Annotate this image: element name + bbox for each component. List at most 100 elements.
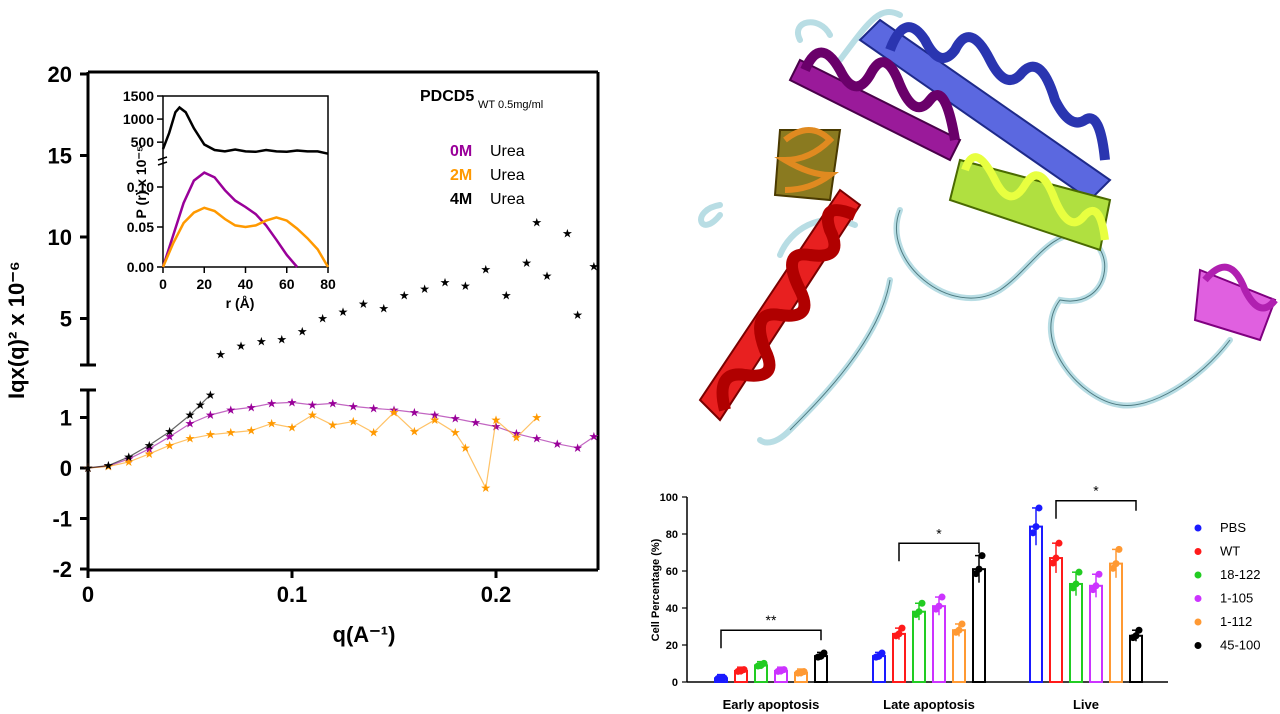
legend-swatch [1194,524,1202,532]
helix-olive [773,127,842,202]
kratky-point: ★ [521,256,532,270]
kratky-y-tick-label: 20 [48,62,72,87]
inset-line [161,171,299,268]
bar-series [714,504,1143,684]
legend-swatch [1194,595,1202,602]
significance-label: ** [766,612,777,628]
inset-y-tick-label: 0.05 [127,219,154,235]
kratky-y-tick-label: 10 [48,225,72,250]
legend-label: 1-112 [1220,614,1252,629]
kratky-point: ★ [256,334,267,348]
inset-y-tick-label: 0.10 [127,179,154,195]
kratky-y-label: Iqx(q)² x 10⁻⁶ [4,261,29,399]
legend-2m-word: Urea [490,167,525,184]
kratky-point: ★ [276,333,287,347]
helix-red [698,188,862,422]
kratky-point: ★ [562,227,573,241]
protein-structure [698,9,1278,446]
bar-point [898,624,906,632]
sample-annotation-sub: WT 0.5mg/ml [478,99,543,111]
legend-label: 1-105 [1220,591,1253,606]
apoptosis-chart: 0 20 40 60 80 100 Early apoptosis Late apoptos… [650,483,1260,712]
legend-swatch [1194,618,1202,626]
bar [1049,557,1063,683]
kratky-y-tick-label: 1 [60,406,72,431]
bar-point [935,602,943,610]
legend-swatch [1194,548,1202,555]
bar-category-label: Early apoptosis [723,697,820,712]
kratky-x-ticks: 0 0.1 0.2 [82,570,511,607]
coil-loops [698,9,1233,446]
bar-y-tick-label: 80 [666,529,678,541]
legend-4m-conc: 4M [450,191,472,208]
legend-label: PBS [1220,520,1246,535]
bar [1069,582,1083,684]
bar-y-tick-label: 0 [672,677,678,689]
inset-x-tick-label: 0 [159,276,167,292]
bar [1129,634,1143,683]
bar-legend: PBS WT 18-122 1-105 1-112 45-100 [1194,520,1260,653]
kratky-point: ★ [501,289,512,303]
kratky-y-tick-label: -1 [52,507,72,532]
bar-point [1112,560,1120,568]
bar [952,629,966,684]
significance-bracket [1055,499,1137,519]
legend-label: 45-100 [1220,638,1260,653]
inset-x-tick-label: 60 [279,276,295,292]
bar-point [958,620,966,628]
bar-point [915,608,923,616]
bar-y-tick-label: 100 [660,492,678,504]
bar-point [1029,529,1037,537]
kratky-x-label: q(A⁻¹) [333,622,396,647]
inset-y-tick-label: 1000 [123,111,154,127]
kratky-point: ★ [460,279,471,293]
bar-point [1032,523,1040,531]
inset-y-label: P (r) x 10⁻⁵ [133,146,149,219]
inset-x-tick-label: 80 [320,276,336,292]
bar-point [918,599,926,607]
bar-point [720,674,728,682]
kratky-points: ★ ★★★★★★ ★ ★ ★ ★ ★ ★ ★ ★ ★ ★ ★ ★ ★ ★★ ★ ★ ★★★ ★ ★★★ ★ ★ ★ ★★ ★★★ ★… [83,215,600,495]
kratky-point: ★ [399,289,410,303]
helix-yellowgreen [948,153,1112,252]
bar [932,605,946,684]
kratky-series-trace [87,401,595,469]
kratky-point: ★ [297,325,308,339]
kratky-point: ★ [215,347,226,361]
kratky-point: ★ [236,339,247,353]
bar-point [760,659,768,667]
bar-point [820,649,828,657]
bar-point [780,666,788,674]
bar-point [1075,568,1083,576]
bar-point [975,565,983,573]
legend-0m-conc: 0M [450,143,472,160]
bar [1029,525,1043,683]
kratky-point: ★ [589,259,600,273]
bar-point [1072,580,1080,588]
inset-x-label: r (Å) [226,295,255,311]
bar-point [955,626,963,634]
bar-categories: Early apoptosis Late apoptosis Live [723,697,1099,712]
bar-point [1115,545,1123,553]
significance-bracket [898,542,980,562]
kratky-point: ★ [542,269,553,283]
bar-point [878,649,886,657]
inset-y-ticks: 0.00 0.05 0.10 500 1000 1500 [123,88,163,275]
bar-point [1055,539,1063,547]
bar-point [938,593,946,601]
bar-point [740,666,748,674]
legend-label: 18-122 [1220,567,1260,582]
bar [1089,584,1103,683]
legend-0m-word: Urea [490,143,525,160]
kratky-point: ★ [358,297,369,311]
bar-category-label: Late apoptosis [883,697,975,712]
bar [972,568,986,684]
kratky-point: ★ [378,302,389,316]
bar-point [1135,626,1143,634]
bar-point [1132,632,1140,640]
kratky-point: ★ [440,276,451,290]
bar [892,632,906,684]
